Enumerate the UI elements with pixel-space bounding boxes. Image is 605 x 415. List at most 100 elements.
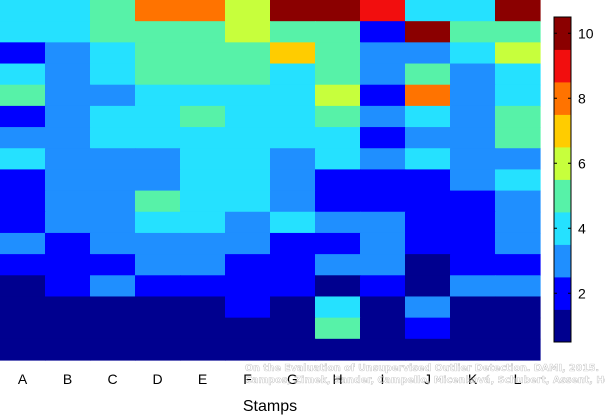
heatmap-cell-H-11 — [315, 211, 361, 234]
heatmap-cell-H-4 — [315, 63, 361, 86]
heatmap-cell-F-7 — [225, 127, 271, 149]
heatmap-cell-G-14 — [270, 275, 316, 298]
heatmap-cell-K-10 — [450, 190, 496, 213]
x-tick-label-C: C — [107, 371, 117, 387]
heatmap-cell-H-2 — [315, 21, 361, 43]
heatmap-cell-L-17 — [495, 338, 541, 361]
heatmap-cell-C-4 — [90, 63, 136, 86]
heatmap-cell-I-12 — [360, 232, 406, 255]
heatmap-cell-K-17 — [450, 338, 496, 361]
heatmap-cell-G-1 — [270, 0, 316, 22]
heatmap-cell-L-2 — [495, 21, 541, 43]
colorbar-tick-label-8: 8 — [578, 90, 586, 106]
colorbar: 2 4 6 8 10 — [553, 16, 594, 343]
heatmap-cell-B-1 — [45, 0, 91, 22]
heatmap-cell-K-14 — [450, 275, 496, 298]
heatmap-cell-D-15 — [135, 296, 181, 319]
heatmap-cell-L-6 — [495, 105, 541, 128]
heatmap-cell-J-7 — [405, 127, 451, 149]
heatmap-cell-K-13 — [450, 254, 496, 276]
heatmap-cell-G-17 — [270, 338, 316, 361]
heatmap-cell-E-14 — [180, 275, 226, 298]
heatmap-cell-L-4 — [495, 63, 541, 86]
heatmap-cell-B-6 — [45, 105, 91, 128]
heatmap-cell-E-15 — [180, 296, 226, 319]
x-tick-label-L: L — [514, 371, 522, 387]
x-tick-label-E: E — [198, 371, 207, 387]
x-axis-ticks: A B C D E F G H I J K L — [18, 371, 522, 387]
x-tick-label-G: G — [287, 371, 298, 387]
watermark-line-2: Campos, Zimek, Sander, Campello, Micenko… — [245, 375, 605, 386]
heatmap-cell-I-11 — [360, 211, 406, 234]
heatmap-cell-I-15 — [360, 296, 406, 319]
heatmap-cell-D-17 — [135, 338, 181, 361]
colorbar-tick-label-6: 6 — [578, 155, 586, 171]
watermark-line-1: On the Evaluation of Unsupervised Outlie… — [245, 363, 599, 374]
heatmap-cell-I-3 — [360, 42, 406, 65]
heatmap-cell-C-13 — [90, 254, 136, 276]
heatmap-cell-H-1 — [315, 0, 361, 22]
heatmap-cell-G-15 — [270, 296, 316, 319]
heatmap-cell-E-6 — [180, 105, 226, 128]
heatmap-cell-L-9 — [495, 169, 541, 192]
heatmap-cell-H-7 — [315, 127, 361, 149]
heatmap-cell-B-3 — [45, 42, 91, 65]
heatmap-cell-C-12 — [90, 232, 136, 255]
heatmap-cell-A-9 — [0, 169, 46, 192]
heatmap-cell-L-7 — [495, 127, 541, 149]
heatmap-cell-C-17 — [90, 338, 136, 361]
heatmap-cell-D-13 — [135, 254, 181, 276]
heatmap-cell-C-9 — [90, 169, 136, 192]
heatmap-cell-D-8 — [135, 148, 181, 171]
heatmap-cell-H-5 — [315, 84, 361, 107]
heatmap-cell-J-6 — [405, 105, 451, 128]
colorbar-segment-4 — [554, 212, 571, 245]
heatmap-cell-C-3 — [90, 42, 136, 65]
heatmap-cell-D-11 — [135, 211, 181, 234]
heatmap-cell-G-9 — [270, 169, 316, 192]
heatmap-cell-F-9 — [225, 169, 271, 192]
heatmap-cell-D-9 — [135, 169, 181, 192]
heatmap-cell-A-17 — [0, 338, 46, 361]
x-tick-label-B: B — [63, 371, 72, 387]
heatmap-cell-K-7 — [450, 127, 496, 149]
x-tick-label-F: F — [243, 371, 252, 387]
heatmap-cell-A-16 — [0, 317, 46, 340]
heatmap-cell-B-13 — [45, 254, 91, 276]
heatmap-cell-A-1 — [0, 0, 46, 22]
heatmap-cell-I-13 — [360, 254, 406, 276]
heatmap-cell-I-16 — [360, 317, 406, 340]
heatmap-cell-B-5 — [45, 84, 91, 107]
heatmap-cell-J-13 — [405, 254, 451, 276]
heatmap-cell-H-14 — [315, 275, 361, 298]
heatmap-cell-C-11 — [90, 211, 136, 234]
heatmap-cell-K-12 — [450, 232, 496, 255]
heatmap-cell-B-14 — [45, 275, 91, 298]
heatmap-cell-I-2 — [360, 21, 406, 43]
heatmap-cell-F-6 — [225, 105, 271, 128]
colorbar-segment-5 — [554, 179, 571, 213]
heatmap-cell-D-6 — [135, 105, 181, 128]
heatmap-cell-J-17 — [405, 338, 451, 361]
heatmap-cell-G-13 — [270, 254, 316, 276]
heatmap-cell-J-11 — [405, 211, 451, 234]
heatmap-cell-B-8 — [45, 148, 91, 171]
heatmap-cell-L-16 — [495, 317, 541, 340]
heatmap-cell-A-12 — [0, 232, 46, 255]
heatmap-cell-E-5 — [180, 84, 226, 107]
heatmap-cell-B-15 — [45, 296, 91, 319]
heatmap-cell-G-7 — [270, 127, 316, 149]
heatmap-cell-F-16 — [225, 317, 271, 340]
heatmap-cell-E-9 — [180, 169, 226, 192]
heatmap-cell-F-13 — [225, 254, 271, 276]
heatmap-cell-E-7 — [180, 127, 226, 149]
heatmap-cell-K-8 — [450, 148, 496, 171]
heatmap-cell-I-10 — [360, 190, 406, 213]
heatmap-cell-F-2 — [225, 21, 271, 43]
x-tick-label-K: K — [468, 371, 478, 387]
heatmap-cell-D-7 — [135, 127, 181, 149]
heatmap-cell-G-12 — [270, 232, 316, 255]
colorbar-segment-3 — [554, 244, 571, 278]
heatmap-cell-L-13 — [495, 254, 541, 276]
heatmap-cell-I-4 — [360, 63, 406, 86]
